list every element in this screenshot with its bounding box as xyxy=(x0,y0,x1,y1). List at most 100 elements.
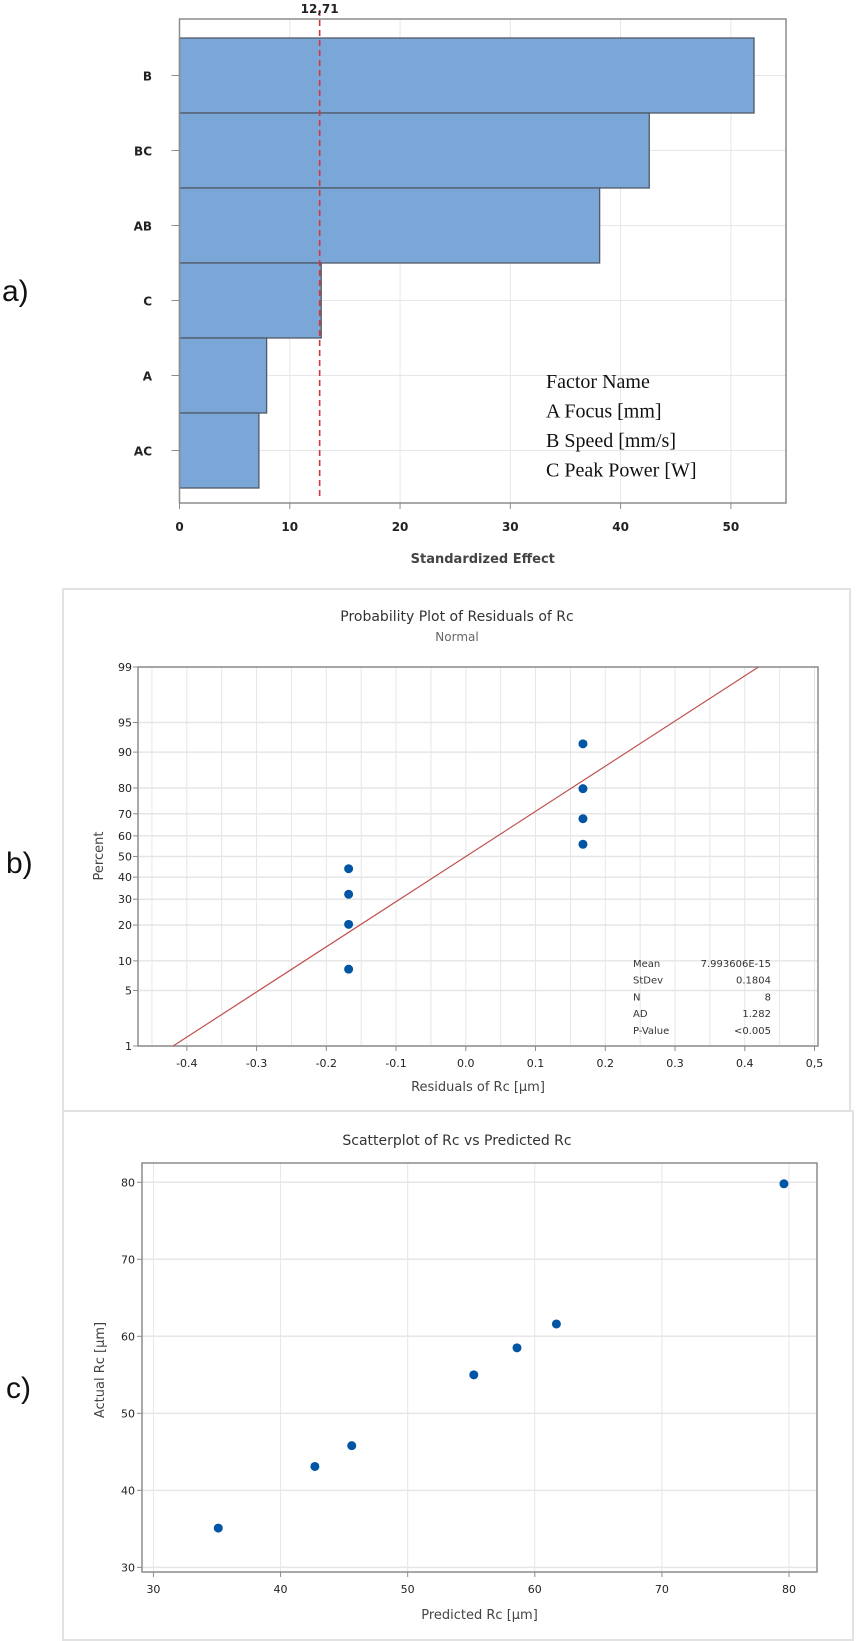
x-tick-label: 0,5 xyxy=(806,1057,824,1070)
y-tick-label: 30 xyxy=(121,1561,135,1574)
data-point xyxy=(469,1370,479,1380)
data-point xyxy=(578,839,588,849)
y-tick-label: 80 xyxy=(118,782,132,795)
fit-line xyxy=(172,666,759,1047)
y-tick-label: AC xyxy=(134,445,152,459)
x-tick-label: 0.0 xyxy=(457,1057,475,1070)
x-tick-label: 0.1 xyxy=(527,1057,545,1070)
bar-bc xyxy=(178,112,650,189)
y-tick-label: 95 xyxy=(118,717,132,730)
legend-line: C Peak Power [W] xyxy=(546,460,697,482)
plot-frame xyxy=(141,1162,818,1573)
x-tick-label: 0.4 xyxy=(736,1057,754,1070)
y-tick-label: 99 xyxy=(118,661,132,674)
bar-c xyxy=(178,262,322,339)
stat-value: 7.993606E-15 xyxy=(701,959,771,970)
data-point xyxy=(779,1179,789,1189)
x-tick-label: 60 xyxy=(528,1583,542,1596)
legend-line: B Speed [mm/s] xyxy=(546,430,676,452)
y-tick-label: 20 xyxy=(118,919,132,932)
x-tick-label: 0.2 xyxy=(597,1057,615,1070)
panel-c-border xyxy=(62,1110,854,1641)
probability-plot: Probability Plot of Residuals of Rc Norma… xyxy=(92,609,823,1095)
stat-value: 1.282 xyxy=(742,1009,771,1020)
data-point xyxy=(344,919,354,929)
y-tick-label: 60 xyxy=(118,830,132,843)
bar-a xyxy=(178,337,268,414)
bar-ac xyxy=(178,412,260,489)
data-point xyxy=(551,1319,561,1329)
y-tick-label: 70 xyxy=(121,1253,135,1266)
y-axis-title: Actual Rc [μm] xyxy=(93,1322,108,1418)
y-tick-label: 90 xyxy=(118,746,132,759)
bar-ab xyxy=(178,187,601,264)
x-axis-title: Residuals of Rc [μm] xyxy=(411,1080,545,1095)
x-tick-label: 30 xyxy=(502,520,519,534)
y-tick-label: 70 xyxy=(118,808,132,821)
y-tick-label: 40 xyxy=(121,1484,135,1497)
x-tick-label: -0.2 xyxy=(316,1057,337,1070)
x-tick-label: 70 xyxy=(655,1583,669,1596)
y-tick-label: 40 xyxy=(118,871,132,884)
data-point xyxy=(310,1461,320,1471)
y-tick-label: A xyxy=(143,370,153,384)
plot-frame xyxy=(137,666,819,1047)
y-tick-label: B xyxy=(143,70,152,84)
x-tick-label: 40 xyxy=(274,1583,288,1596)
data-point xyxy=(213,1523,223,1533)
x-axis-title: Standardized Effect xyxy=(411,552,555,567)
data-point xyxy=(344,964,354,974)
stat-value: 0.1804 xyxy=(736,976,771,987)
chart-title: Probability Plot of Residuals of Rc xyxy=(340,609,573,625)
data-point xyxy=(578,739,588,749)
y-tick-label: BC xyxy=(134,145,152,159)
y-tick-label: 30 xyxy=(118,893,132,906)
data-point xyxy=(347,1441,357,1451)
data-point xyxy=(578,784,588,794)
x-tick-label: 50 xyxy=(723,520,740,534)
stat-label: StDev xyxy=(633,976,663,987)
x-tick-label: 50 xyxy=(401,1583,415,1596)
y-tick-label: 80 xyxy=(121,1176,135,1189)
y-tick-label: 10 xyxy=(118,955,132,968)
x-tick-label: 30 xyxy=(146,1583,160,1596)
chart-title: Scatterplot of Rc vs Predicted Rc xyxy=(342,1133,571,1149)
legend-line: A Focus [mm] xyxy=(546,401,662,423)
x-tick-label: -0.3 xyxy=(246,1057,267,1070)
stat-value: 8 xyxy=(765,992,771,1003)
scatterplot: Scatterplot of Rc vs Predicted Rc 30 40 50 6… xyxy=(93,1133,818,1623)
x-tick-label: 40 xyxy=(612,520,629,534)
pareto-chart: B BC AB C A AC 12,71 0 10 20 30 40 50 Standardized Ef… xyxy=(134,2,787,567)
data-point xyxy=(512,1343,522,1353)
panel-label-b: b) xyxy=(6,847,33,880)
x-tick-label: -0.1 xyxy=(385,1057,406,1070)
y-tick-label: 5 xyxy=(125,984,132,997)
legend-line: Factor Name xyxy=(546,371,650,393)
stat-label: AD xyxy=(633,1009,648,1020)
x-tick-label: 20 xyxy=(392,520,409,534)
chart-subtitle: Normal xyxy=(435,630,478,644)
y-axis-title: Percent xyxy=(92,832,107,881)
data-point xyxy=(344,889,354,899)
y-tick-label: 1 xyxy=(125,1040,132,1053)
stat-label: N xyxy=(633,992,640,1003)
data-point xyxy=(344,864,354,874)
x-axis-title: Predicted Rc [μm] xyxy=(421,1608,538,1623)
panel-label-c: c) xyxy=(6,1372,31,1405)
y-tick-label: 50 xyxy=(121,1407,135,1420)
x-tick-label: 0.3 xyxy=(666,1057,684,1070)
plot-frame xyxy=(178,18,787,504)
y-tick-label: AB xyxy=(134,220,152,234)
x-tick-label: -0.4 xyxy=(176,1057,197,1070)
x-tick-label: 80 xyxy=(782,1583,796,1596)
x-tick-label: 0 xyxy=(175,520,183,534)
stat-label: P-Value xyxy=(633,1026,669,1037)
bar-b xyxy=(178,37,755,114)
data-point xyxy=(578,814,588,824)
y-tick-label: 50 xyxy=(118,851,132,864)
x-tick-label: 10 xyxy=(281,520,298,534)
stat-label: Mean xyxy=(633,959,660,970)
panel-label-a: a) xyxy=(2,275,29,308)
y-tick-label: C xyxy=(143,295,152,309)
